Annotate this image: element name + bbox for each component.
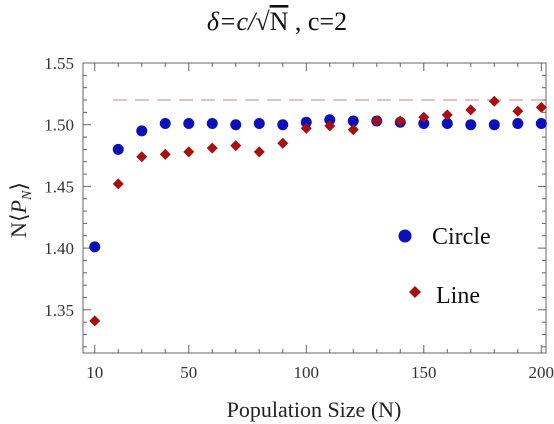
- y-tick-label: 1.50: [44, 116, 74, 135]
- title-lhs: δ=c/: [207, 7, 258, 36]
- point-line: [347, 124, 359, 136]
- point-circle: [300, 116, 312, 128]
- y-tick-label: 1.55: [44, 54, 74, 73]
- point-line: [183, 146, 195, 158]
- point-line: [488, 95, 500, 107]
- point-circle: [277, 119, 289, 131]
- point-line: [441, 109, 453, 121]
- x-axis-label: Population Size (N): [227, 397, 402, 422]
- point-line: [230, 140, 242, 152]
- point-line: [300, 122, 312, 134]
- title-radical: √: [255, 7, 270, 36]
- point-line: [535, 101, 547, 113]
- legend-label-circle: Circle: [432, 224, 491, 250]
- point-line: [394, 115, 406, 127]
- y-label-sub: N: [20, 190, 35, 201]
- x-tick-label: 50: [180, 363, 197, 382]
- y-tick-label: 1.40: [44, 239, 74, 258]
- point-circle: [324, 114, 336, 126]
- x-tick-label: 150: [411, 363, 437, 382]
- point-line: [253, 146, 265, 158]
- point-circle: [535, 117, 547, 129]
- point-circle: [441, 117, 453, 129]
- y-label-var: P: [6, 200, 31, 214]
- point-line: [159, 148, 171, 160]
- y-tick-label: 1.35: [44, 301, 74, 320]
- legend-label-line: Line: [436, 283, 480, 309]
- point-circle: [488, 119, 500, 131]
- point-circle: [418, 117, 430, 129]
- point-line: [112, 178, 124, 190]
- chart-title: δ=c/√N , c=2: [207, 7, 347, 36]
- point-line: [277, 137, 289, 149]
- point-line: [89, 315, 101, 327]
- point-line: [465, 104, 477, 116]
- title-radicand: N: [270, 7, 289, 36]
- y-label-close: ⟩: [6, 182, 31, 191]
- point-circle: [253, 117, 265, 129]
- point-line: [136, 151, 148, 163]
- point-circle: [112, 143, 124, 155]
- y-label-open: ⟨: [6, 213, 31, 222]
- legend-marker-circle: [398, 229, 412, 243]
- legend-marker-diamond: [409, 286, 421, 298]
- title-rhs: , c=2: [288, 7, 347, 36]
- point-line: [206, 142, 218, 154]
- x-tick-label: 100: [294, 363, 320, 382]
- point-circle: [136, 125, 148, 137]
- point-circle: [347, 115, 359, 127]
- x-tick-label: 200: [529, 363, 554, 382]
- point-line: [512, 105, 524, 117]
- point-circle: [183, 117, 195, 129]
- point-circle: [89, 241, 101, 253]
- point-circle: [465, 119, 477, 131]
- y-label-prefix: N: [6, 222, 31, 238]
- data-marks: [89, 95, 547, 327]
- point-line: [418, 111, 430, 123]
- legend: Circle Line: [398, 224, 491, 309]
- point-circle: [512, 117, 524, 129]
- axis-tick-labels: 10 50 100 150 200 1.35 1.40 1.45 1.50 1.55: [44, 54, 554, 382]
- point-line: [371, 115, 383, 127]
- point-circle: [230, 119, 242, 131]
- point-circle: [206, 117, 218, 129]
- axis-ticks: [83, 62, 546, 353]
- plot-frame: [82, 62, 547, 354]
- point-line: [324, 120, 336, 132]
- point-circle: [159, 117, 171, 129]
- y-tick-label: 1.45: [44, 177, 74, 196]
- x-tick-label: 10: [86, 363, 103, 382]
- y-axis-label: N⟨PN⟩: [6, 182, 35, 238]
